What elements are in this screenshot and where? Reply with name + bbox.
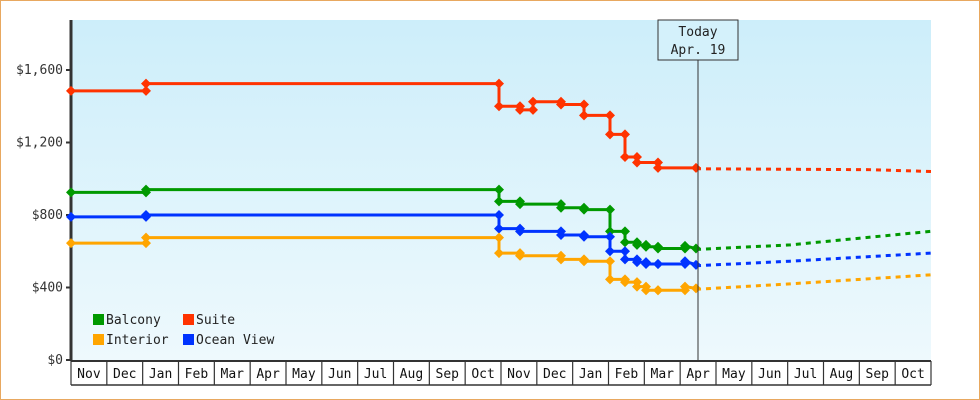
y-axis: $0 $400 $800 $1,200 $1,600: [16, 20, 73, 368]
legend-swatch: [183, 314, 194, 325]
month-label: Apr: [686, 367, 710, 382]
month-label: Nov: [507, 367, 531, 382]
today-marker: Today Apr. 19: [657, 19, 739, 360]
legend-swatch: [93, 334, 104, 345]
legend-label: Ocean View: [196, 333, 274, 348]
today-label: Today: [678, 25, 717, 40]
month-label: Mar: [651, 367, 675, 382]
month-label: Jan: [579, 367, 602, 382]
legend-swatch: [93, 314, 104, 325]
today-date: Apr. 19: [671, 43, 726, 58]
legend-label: Interior: [106, 333, 169, 348]
month-label: Apr: [256, 367, 280, 382]
legend-label: Balcony: [106, 313, 161, 328]
forecast-line-ocean-view: [695, 251, 932, 268]
x-axis: Nov Dec Jan Feb Mar Apr May Jun Jul Aug Sep Oct Nov D…: [70, 360, 932, 386]
month-label: Mar: [221, 367, 245, 382]
month-label: Aug: [400, 367, 423, 382]
y-tick-label: $400: [32, 281, 63, 296]
forecast-line-balcony: [695, 229, 932, 251]
month-label: Dec: [543, 367, 566, 382]
month-label: Oct: [901, 367, 924, 382]
y-tick-label: $800: [32, 208, 63, 223]
month-label: Nov: [77, 367, 101, 382]
legend-swatch: [183, 334, 194, 345]
forecast-line-suite: [695, 167, 932, 173]
month-label: Jun: [328, 367, 351, 382]
y-tick-label: $0: [47, 353, 63, 368]
month-label: May: [722, 367, 746, 382]
month-label: May: [292, 367, 316, 382]
month-label: Oct: [471, 367, 494, 382]
legend: Balcony Suite Interior Ocean View: [93, 313, 274, 348]
forecast-line-interior: [695, 273, 932, 291]
month-label: Jan: [149, 367, 172, 382]
month-label: Sep: [866, 367, 890, 382]
month-label: Sep: [436, 367, 460, 382]
month-label: Feb: [615, 367, 639, 382]
series-group: [66, 78, 932, 296]
y-tick-label: $1,200: [16, 136, 63, 151]
month-label: Dec: [113, 367, 136, 382]
month-label: Jun: [758, 367, 781, 382]
month-label: Aug: [830, 367, 853, 382]
month-label: Jul: [364, 367, 387, 382]
legend-label: Suite: [196, 313, 235, 328]
month-label: Feb: [185, 367, 209, 382]
y-tick-label: $1,600: [16, 63, 63, 78]
month-label: Jul: [794, 367, 817, 382]
